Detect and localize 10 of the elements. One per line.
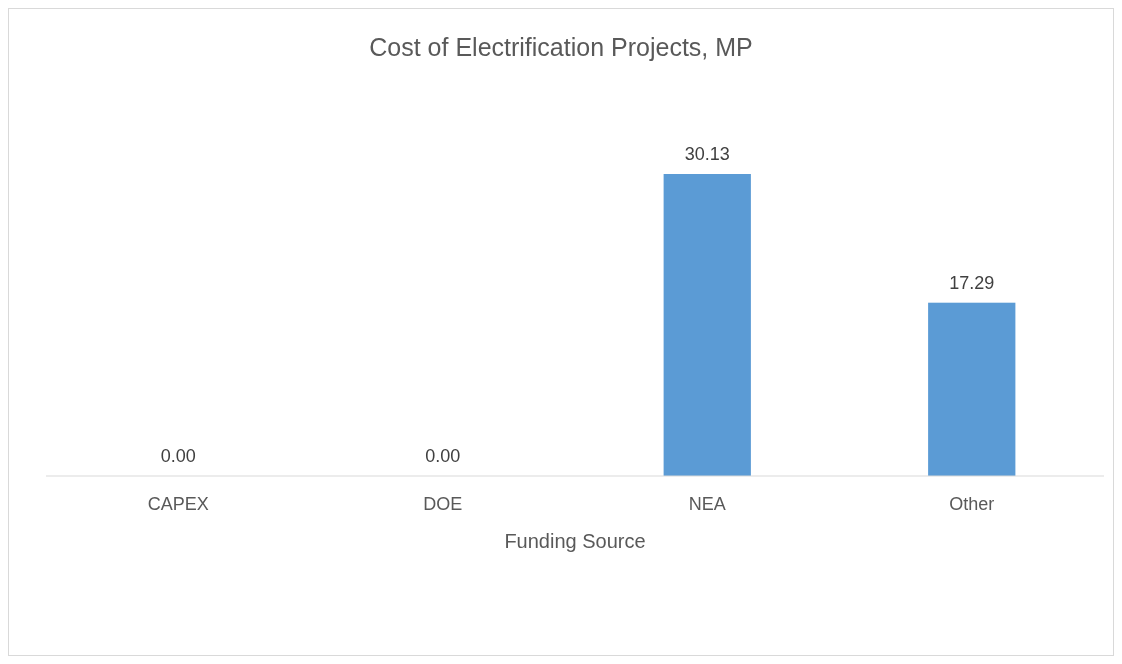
x-tick-label: Other (949, 494, 995, 514)
data-label: 17.29 (949, 272, 995, 293)
data-label: 0.00 (160, 446, 196, 466)
x-tick-label: NEA (688, 494, 726, 514)
data-label: 0.00 (425, 446, 461, 466)
x-tick-label: DOE (423, 494, 463, 514)
x-tick-label: CAPEX (147, 494, 209, 514)
x-axis-title: Funding Source (504, 530, 646, 552)
chart-title: Cost of Electrification Projects, MP (369, 33, 753, 61)
data-label: 30.13 (684, 144, 730, 164)
